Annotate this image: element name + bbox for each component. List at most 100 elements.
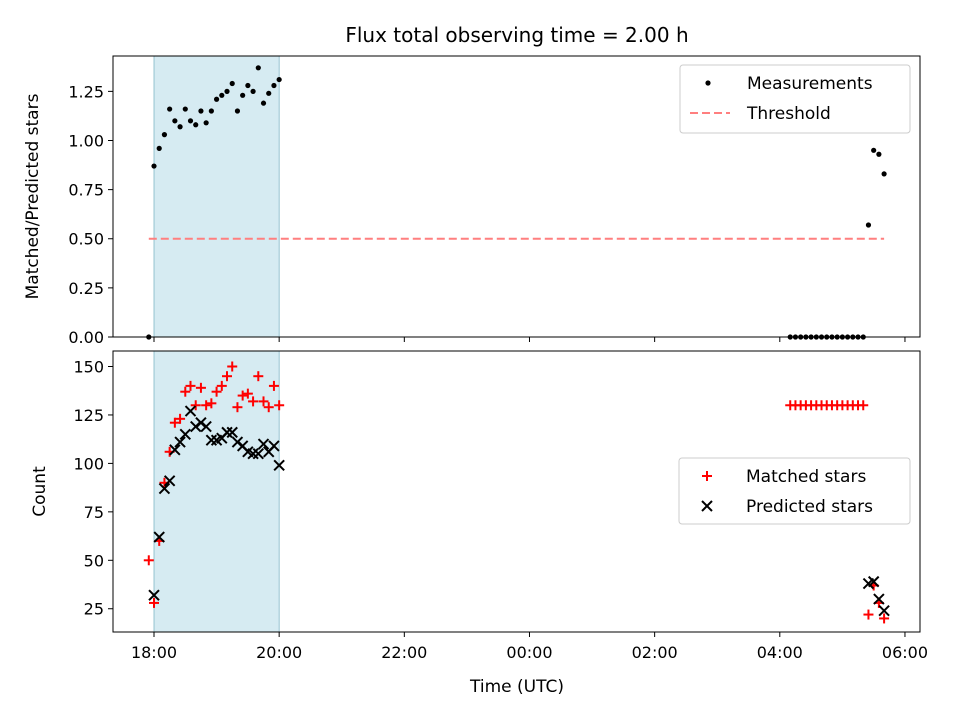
data-point [161, 132, 168, 138]
x-tick-label: 18:00 [131, 643, 177, 662]
data-point [151, 163, 157, 169]
data-point [163, 475, 176, 487]
data-point [198, 108, 204, 114]
data-point [153, 531, 165, 543]
data-point [860, 334, 866, 340]
data-point [184, 405, 197, 417]
data-point [865, 222, 872, 228]
data-point [844, 334, 851, 340]
data-point [149, 597, 159, 608]
data-point [787, 334, 793, 340]
data-point [169, 417, 180, 428]
y-tick-label: 150 [73, 358, 104, 377]
data-point [143, 555, 154, 566]
data-point [818, 334, 825, 340]
y-tick-label: 125 [73, 406, 104, 425]
data-point [219, 92, 225, 98]
data-point [803, 334, 809, 340]
data-point [271, 82, 277, 89]
data-point [871, 147, 877, 153]
data-point [206, 398, 217, 409]
data-point [245, 82, 251, 89]
data-point [873, 593, 885, 605]
data-point [169, 444, 181, 456]
top-panel: 0.00 0.25 0.50 0.75 1.00 1.25 Matched/Predicte… [23, 55, 921, 347]
x-tick-label: 02:00 [632, 643, 678, 662]
legend-label: Threshold [746, 104, 831, 124]
data-point [224, 88, 230, 94]
data-point [193, 122, 199, 128]
data-point [172, 118, 178, 124]
data-point [250, 88, 256, 94]
data-point [179, 428, 191, 441]
x-tick-label: 04:00 [757, 643, 803, 662]
data-point [242, 388, 253, 399]
data-point [881, 171, 887, 177]
data-point [148, 589, 160, 601]
data-point [182, 106, 188, 112]
legend-box [679, 64, 911, 134]
data-point [876, 151, 882, 157]
data-point [180, 386, 191, 397]
data-point [813, 334, 819, 340]
data-point [829, 334, 835, 340]
data-point [879, 613, 890, 624]
data-point [266, 90, 272, 96]
data-point [260, 100, 267, 106]
data-point [274, 400, 285, 411]
data-point [222, 371, 233, 382]
data-point [237, 390, 248, 401]
data-point [221, 426, 233, 439]
data-point [146, 334, 152, 340]
data-point [187, 118, 194, 124]
x-axis-label: Time (UTC) [469, 677, 564, 697]
data-point [263, 402, 274, 413]
data-point [156, 145, 162, 151]
y-tick-label: 50 [84, 551, 104, 570]
y-tick-label: 1.25 [68, 82, 104, 101]
data-point [808, 334, 814, 340]
x-tick-label: 22:00 [381, 643, 427, 662]
data-point [216, 380, 227, 391]
figure-title: Flux total observing time = 2.00 h [345, 23, 688, 47]
data-point [878, 604, 890, 617]
data-point [276, 76, 282, 83]
data-point [247, 448, 259, 460]
observing-window-shade [153, 350, 280, 633]
legend-marker-swatch [701, 500, 713, 512]
data-point [190, 400, 201, 411]
data-point [208, 108, 214, 114]
series-predicted-stars [148, 405, 890, 617]
data-point [824, 334, 830, 340]
y-tick-label: 25 [84, 600, 104, 619]
data-point [203, 120, 209, 126]
legend-marker-swatch [702, 471, 712, 481]
data-point [227, 361, 238, 372]
legend-label: Measurements [747, 74, 873, 94]
data-point [253, 371, 264, 382]
x-tick-label: 00:00 [506, 643, 552, 662]
y-tick-label: 0.75 [68, 181, 104, 200]
data-point [792, 334, 799, 340]
y-axis-label: Matched/Predicted stars [23, 93, 43, 299]
legend-label: Predicted stars [746, 497, 873, 517]
y-tick-label: 100 [73, 454, 104, 473]
y-axis-label: Count [30, 466, 50, 517]
data-point [850, 334, 856, 340]
data-point [798, 334, 804, 340]
data-point [867, 575, 880, 588]
data-point [232, 402, 243, 413]
axes-frame [112, 55, 921, 338]
data-point [240, 92, 246, 98]
data-point [213, 96, 220, 102]
bottom-panel: 18:00 20:00 22:00 00:00 02:00 04:00 06:00 25 50 7… [30, 350, 928, 662]
data-point [200, 420, 212, 433]
y-tick-label: 0.25 [68, 279, 104, 298]
data-point [858, 400, 869, 411]
legend-box [678, 457, 911, 525]
series-matched-stars [143, 361, 890, 624]
data-point [273, 459, 285, 472]
series-measurements [146, 65, 887, 340]
data-point [185, 380, 196, 391]
